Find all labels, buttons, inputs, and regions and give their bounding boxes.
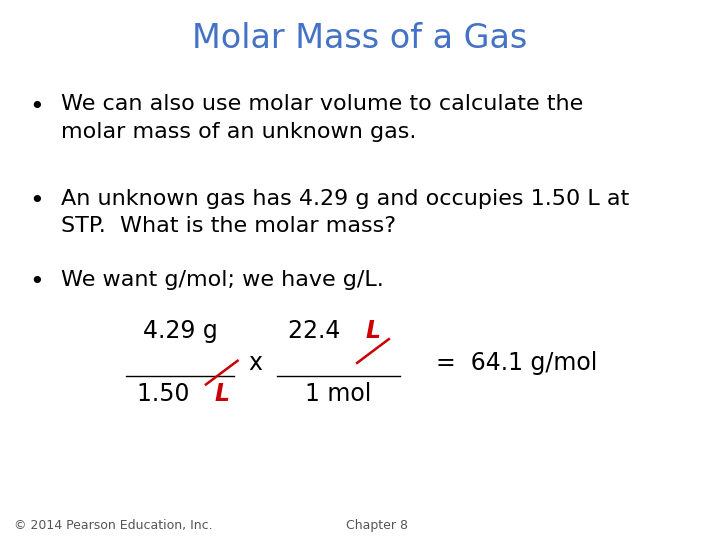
Text: L: L	[215, 382, 229, 406]
Text: © 2014 Pearson Education, Inc.: © 2014 Pearson Education, Inc.	[14, 519, 213, 532]
Text: 22.4: 22.4	[288, 319, 348, 343]
Text: 4.29 g: 4.29 g	[143, 319, 217, 343]
Text: L: L	[366, 319, 380, 343]
Text: Molar Mass of a Gas: Molar Mass of a Gas	[192, 22, 528, 55]
Text: •: •	[29, 94, 43, 118]
Text: •: •	[29, 189, 43, 213]
Text: An unknown gas has 4.29 g and occupies 1.50 L at
STP.  What is the molar mass?: An unknown gas has 4.29 g and occupies 1…	[61, 189, 629, 236]
Text: •: •	[29, 270, 43, 294]
Text: 1.50: 1.50	[137, 382, 197, 406]
Text: x: x	[248, 351, 263, 375]
Text: =  64.1 g/mol: = 64.1 g/mol	[436, 351, 597, 375]
Text: 1 mol: 1 mol	[305, 382, 372, 406]
Text: We can also use molar volume to calculate the
molar mass of an unknown gas.: We can also use molar volume to calculat…	[61, 94, 583, 141]
Text: Chapter 8: Chapter 8	[346, 519, 408, 532]
Text: We want g/mol; we have g/L.: We want g/mol; we have g/L.	[61, 270, 384, 290]
